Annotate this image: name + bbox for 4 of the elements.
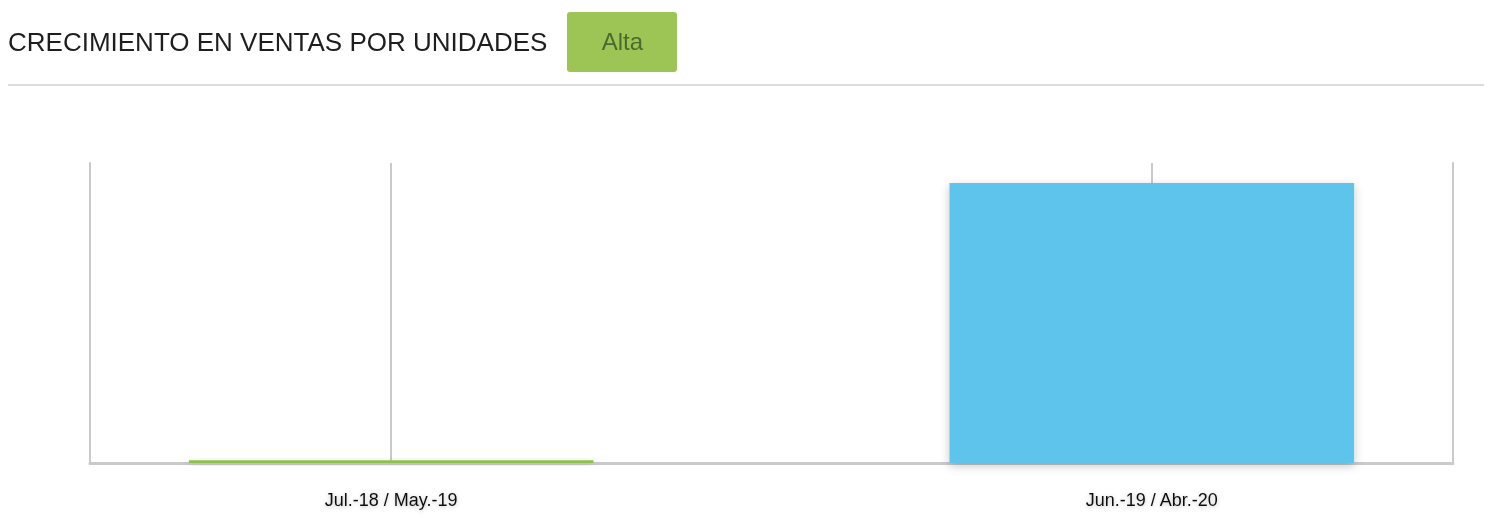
x-tick-label: Jul.-18 / May.-19 [324, 490, 458, 510]
chart-title: CRECIMIENTO EN VENTAS POR UNIDADES [8, 26, 548, 58]
badge-label: Alta [567, 12, 678, 72]
x-tick-label: Jun.-19 / Abr.-20 [1085, 490, 1218, 510]
